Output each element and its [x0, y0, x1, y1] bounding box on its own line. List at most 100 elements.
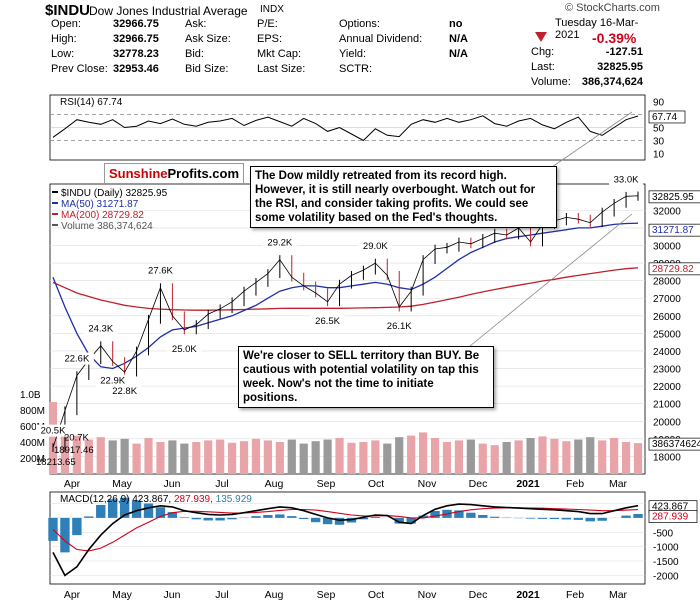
x-label-price: 2021	[516, 478, 540, 490]
volume-bar	[562, 441, 571, 474]
low-mark-label: 18917.46	[54, 445, 94, 456]
x-label-macd: Jul	[215, 589, 228, 601]
volume-bar	[633, 443, 643, 474]
macd-histogram-bar	[406, 517, 416, 524]
volume-bar	[430, 438, 440, 474]
macd-histogram-bar	[48, 517, 58, 541]
volume-bar	[216, 439, 225, 474]
macd-histogram-bar	[525, 517, 536, 519]
volume-bar	[204, 440, 213, 474]
macd-histogram-bar	[131, 500, 142, 518]
x-axis: Apr Apr May May Jun Jun Jul Jul Aug Aug Sep Sep Oct O…	[64, 478, 628, 601]
volume-bar	[526, 438, 535, 474]
rsi-legend: RSI(14) 67.74	[60, 97, 123, 108]
quote-ask-label: Ask:	[185, 18, 207, 30]
low-mark-label: 20.7K	[64, 433, 89, 444]
x-label-macd: May	[112, 589, 133, 601]
x-label-price: Dec	[469, 478, 488, 490]
rsi-last-label: 67.74	[652, 112, 677, 123]
price-tick-label: 23000	[653, 365, 681, 376]
ma50-last-label-box	[648, 223, 700, 237]
volume-bar	[395, 437, 404, 474]
volume-bar	[514, 440, 523, 474]
macd-histogram-bar	[322, 517, 333, 525]
quote-yield-label: Yield:	[339, 48, 367, 60]
x-label-price: Oct	[368, 478, 384, 490]
price-tick-label: 21000	[653, 400, 681, 411]
x-label-price: Nov	[418, 478, 437, 490]
legend-ma50: MA(50) 31271.87	[61, 199, 139, 210]
quote-last-label: Last:	[531, 61, 555, 73]
quote-annualdividend-value: N/A	[449, 33, 468, 45]
macd-legend: MACD(12,26,9) 423.867, 287.939, 135.929	[60, 494, 252, 505]
quote-low-label: Low:	[51, 48, 75, 60]
quote-options-label: Options:	[339, 18, 380, 30]
price-tick-label: 26000	[653, 312, 681, 323]
ma200-line	[52, 267, 639, 311]
quote-prevclose-label: Prev Close:	[51, 63, 108, 75]
quote-volume-label: Volume:	[531, 76, 571, 88]
annotation-bg	[358, 240, 393, 253]
x-label-macd: Mar	[609, 589, 628, 601]
macd-histogram-bar	[227, 517, 237, 520]
ma200-last-label: 28729.82	[652, 264, 694, 275]
x-label-price: Feb	[566, 478, 584, 490]
watermark: © StockCharts.com	[565, 2, 660, 14]
quote-high-label: High:	[51, 33, 77, 45]
macd-legend-signal: 287.939,	[174, 494, 216, 505]
macd-histogram-bar	[263, 515, 273, 518]
macd-histogram-bar	[633, 513, 643, 518]
volume-bar	[621, 442, 631, 474]
macd-histogram-bar	[597, 517, 607, 521]
macd-histogram-bar	[215, 517, 225, 521]
macd-legend-macd: MACD(12,26,9) 423.867,	[60, 494, 174, 505]
macd-tick-label: -500	[653, 528, 673, 539]
volume-bar	[239, 441, 249, 474]
pct-change: -0.39%	[592, 30, 637, 46]
macd-histogram-bar	[251, 516, 261, 518]
volume-bar	[60, 432, 70, 474]
volume-bar	[478, 443, 487, 474]
macd-histogram-bar	[108, 499, 118, 518]
volume-bar	[299, 443, 308, 474]
price-annotation: 22.6K	[64, 354, 89, 365]
annotation-bg	[95, 374, 130, 387]
volume-bar	[490, 445, 499, 474]
annotation-bg	[107, 385, 142, 398]
price-last-label: 32825.95	[652, 192, 694, 203]
volume-bar	[383, 443, 392, 474]
quote-options-value: no	[449, 18, 463, 30]
macd-histogram-bar	[143, 503, 154, 518]
x-label-price: Jul	[215, 478, 228, 490]
volume-bar	[419, 432, 428, 474]
down-arrow-icon	[535, 32, 547, 42]
macd-histogram-bar	[60, 517, 70, 553]
macd-histogram-bar	[275, 514, 285, 518]
rsi-last-label-box	[648, 110, 686, 124]
macd-histogram-bar	[155, 507, 166, 518]
macd-legend-hist: 135.929	[216, 494, 253, 505]
logo-part-1: Sunshine	[109, 166, 168, 181]
x-label-macd: Jun	[164, 589, 181, 601]
annotation-bg	[310, 314, 345, 327]
quote-yield-value: N/A	[449, 48, 468, 60]
x-label-macd: Oct	[368, 589, 384, 601]
callout-bottom: We're closer to SELL territory than BUY.…	[238, 346, 494, 408]
sunshine-profits-logo: SunshineProfits.com	[104, 163, 245, 184]
quote-panel: Open: 32966.75 High: 32966.75 Low: 32778.23 Pr…	[45, 17, 645, 91]
price-tick-label: 30000	[653, 242, 681, 253]
macd-histogram-bar	[334, 517, 345, 525]
legend-ma200: MA(200) 28729.82	[61, 210, 144, 221]
x-label-macd: Apr	[64, 589, 81, 601]
macd-histogram-bar	[573, 517, 583, 520]
volume-last-label: 386374624	[652, 439, 700, 450]
quote-high-value: 32966.75	[113, 33, 159, 45]
annotation-bg	[609, 173, 644, 186]
quote-prevclose-value: 32953.46	[113, 63, 159, 75]
volume-bar	[180, 443, 189, 474]
volume-tick-label: 1.0B	[20, 390, 41, 401]
callout-top: The Dow mildly retreated from its record…	[250, 166, 557, 228]
price-annotation: 26.1K	[387, 321, 412, 332]
price-last-label-box	[648, 190, 700, 204]
